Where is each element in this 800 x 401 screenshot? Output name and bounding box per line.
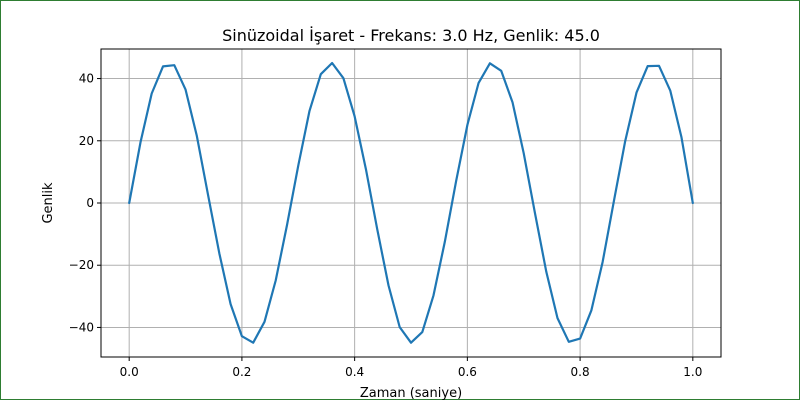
y-tick-label: 40 — [79, 72, 94, 86]
series-layer — [128, 61, 694, 344]
x-tick-label: 1.0 — [683, 365, 702, 379]
y-axis-label: Genlik — [41, 182, 56, 224]
y-tick-label: 0 — [86, 196, 94, 210]
tick-layer: 0.0 0.2 0.4 0.6 0.8 1.0 −40 −20 0 20 40 — [69, 72, 703, 379]
series-line — [128, 61, 694, 344]
x-tick-label: 0.0 — [120, 365, 139, 379]
x-axis-label: Zaman (saniye) — [360, 386, 462, 401]
y-tick-label: 20 — [79, 134, 94, 148]
y-tick-label: −40 — [69, 320, 94, 334]
x-tick-label: 0.2 — [232, 365, 251, 379]
y-tick-label: −20 — [69, 258, 94, 272]
x-tick-label: 0.4 — [345, 365, 364, 379]
x-tick-label: 0.6 — [458, 365, 477, 379]
grid-layer — [101, 49, 721, 357]
x-tick-label: 0.8 — [571, 365, 590, 379]
chart-title: Sinüzoidal İşaret - Frekans: 3.0 Hz, Gen… — [222, 26, 600, 45]
